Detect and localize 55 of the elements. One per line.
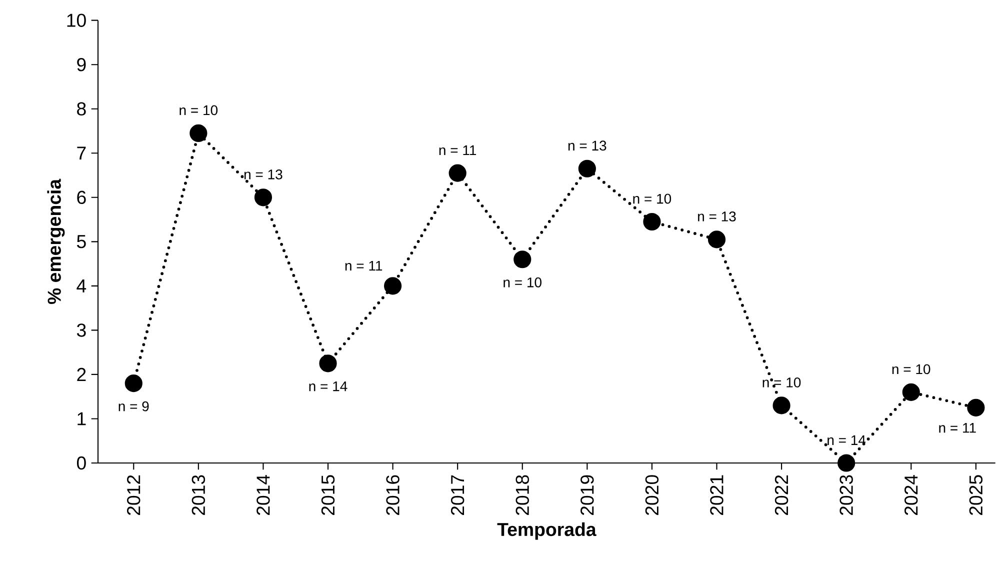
annotation: n = 13 bbox=[698, 212, 736, 222]
x-tick-label: 2020 bbox=[645, 475, 659, 515]
point bbox=[448, 164, 466, 182]
x-tick-label: 2022 bbox=[774, 475, 788, 515]
annotation: n = 10 bbox=[762, 378, 801, 388]
annotation: n = 10 bbox=[180, 105, 218, 116]
x-tick-label: 2019 bbox=[580, 475, 594, 515]
point bbox=[902, 383, 920, 401]
y-tick-label: 4 bbox=[76, 280, 86, 292]
y-tick-label: 0 bbox=[76, 456, 86, 470]
x-tick-label: 2015 bbox=[321, 475, 335, 515]
point bbox=[384, 277, 402, 295]
y-tick-label: 5 bbox=[77, 235, 86, 248]
annotation: n = 14 bbox=[828, 435, 866, 445]
annotation: n = 10 bbox=[633, 194, 672, 204]
annotation: n = 11 bbox=[939, 423, 976, 433]
y-tick-label: 3 bbox=[76, 324, 86, 337]
y-tick-label: 1 bbox=[78, 412, 86, 426]
y-tick-label: 8 bbox=[77, 102, 86, 116]
y-axis-title: % emergencia bbox=[47, 178, 65, 304]
x-tick-label: 2016 bbox=[386, 475, 400, 515]
annotation: n = 9 bbox=[118, 401, 149, 412]
point bbox=[190, 124, 208, 142]
x-tick-label: 2021 bbox=[710, 475, 724, 515]
point bbox=[254, 188, 272, 206]
point bbox=[838, 454, 856, 472]
y-tick-label: 9 bbox=[77, 58, 86, 72]
point bbox=[578, 160, 596, 178]
x-tick-label: 2017 bbox=[450, 475, 464, 515]
point bbox=[124, 374, 142, 392]
point bbox=[643, 212, 661, 231]
y-tick-label: 6 bbox=[77, 190, 86, 204]
point bbox=[772, 396, 790, 414]
point bbox=[708, 230, 726, 248]
annotation: n = 13 bbox=[244, 169, 282, 180]
annotation: n = 11 bbox=[439, 145, 476, 156]
x-tick-label: 2024 bbox=[904, 474, 918, 515]
annotation: n = 10 bbox=[892, 364, 930, 374]
x-tick-label: 2012 bbox=[127, 475, 140, 515]
x-tick-label: 2023 bbox=[840, 475, 853, 515]
y-tick-label: 7 bbox=[77, 146, 86, 160]
x-axis-title: Temporada bbox=[497, 522, 596, 540]
y-tick-label: 10 bbox=[67, 14, 86, 27]
annotation: n = 10 bbox=[504, 277, 542, 288]
point bbox=[514, 250, 532, 268]
annotation: n = 11 bbox=[345, 260, 382, 271]
y-tick-label: 2 bbox=[77, 368, 86, 381]
x-tick-label: 2013 bbox=[192, 475, 206, 515]
x-tick-label: 2014 bbox=[256, 474, 270, 515]
point bbox=[319, 354, 337, 372]
x-tick-label: 2025 bbox=[969, 475, 983, 515]
point bbox=[967, 398, 985, 416]
annotation: n = 13 bbox=[568, 140, 606, 151]
annotation: n = 14 bbox=[309, 381, 348, 392]
x-tick-label: 2018 bbox=[516, 475, 529, 515]
